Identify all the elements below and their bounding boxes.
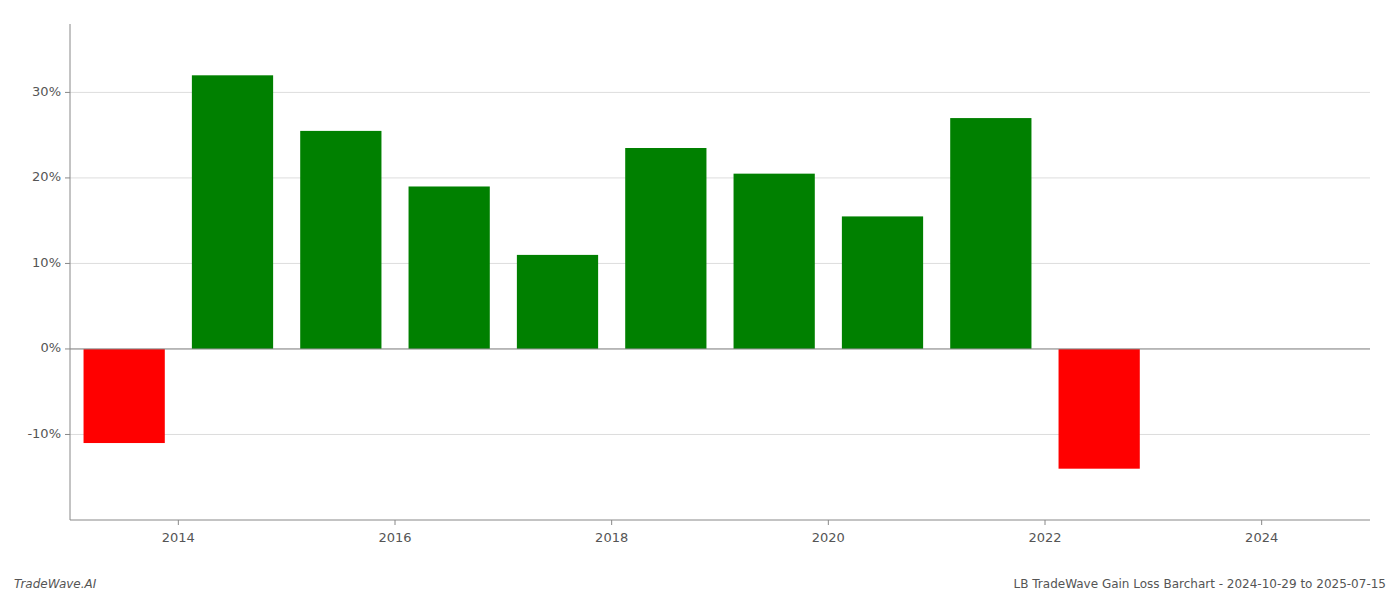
- x-tick: [611, 520, 612, 525]
- x-tick-label: 2016: [378, 530, 411, 545]
- y-axis: -10% 0% 10% 20% 30%: [27, 84, 70, 441]
- bar: [625, 148, 706, 349]
- y-tick-label: 0%: [40, 340, 61, 355]
- x-tick-label: 2020: [812, 530, 845, 545]
- y-tick-label: 30%: [32, 84, 61, 99]
- title: LB TradeWave Gain Loss Barchart - 2024-1…: [1014, 577, 1386, 591]
- y-tick: [65, 177, 70, 178]
- x-tick-label: 2024: [1245, 530, 1278, 545]
- bar: [950, 118, 1031, 349]
- x-axis: 2014 2016 2018 2020 2022 2024: [162, 520, 1278, 545]
- grid-line: [70, 434, 1370, 435]
- x-tick: [178, 520, 179, 525]
- y-tick-label: -10%: [27, 426, 61, 441]
- bar: [517, 255, 598, 349]
- bar: [300, 131, 381, 349]
- y-tick-label: 20%: [32, 169, 61, 184]
- x-tick-label: 2014: [162, 530, 195, 545]
- y-tick: [65, 92, 70, 93]
- x-tick-label: 2018: [595, 530, 628, 545]
- watermark: TradeWave.AI: [14, 577, 97, 591]
- x-tick-label: 2022: [1028, 530, 1061, 545]
- x-tick: [395, 520, 396, 525]
- grid-line: [70, 348, 1370, 349]
- y-tick-label: 10%: [32, 255, 61, 270]
- x-tick: [1045, 520, 1046, 525]
- y-tick: [65, 434, 70, 435]
- bar: [1059, 349, 1140, 469]
- bar: [192, 75, 273, 349]
- axes: [70, 24, 1370, 520]
- bar: [734, 174, 815, 349]
- y-axis-line: [70, 24, 71, 520]
- bars: [84, 75, 1140, 468]
- y-tick: [65, 348, 70, 349]
- bar: [409, 186, 490, 348]
- x-tick: [1261, 520, 1262, 525]
- texts: TradeWave.AI LB TradeWave Gain Loss Barch…: [14, 577, 1386, 591]
- y-tick: [65, 263, 70, 264]
- zero-line: [70, 348, 1370, 349]
- bar: [84, 349, 165, 443]
- chart: -10% 0% 10% 20% 30% 2014 2016 2018 2020 2022 2024 T…: [0, 0, 1400, 600]
- bar: [842, 216, 923, 349]
- x-tick: [828, 520, 829, 525]
- x-axis-line: [70, 520, 1370, 521]
